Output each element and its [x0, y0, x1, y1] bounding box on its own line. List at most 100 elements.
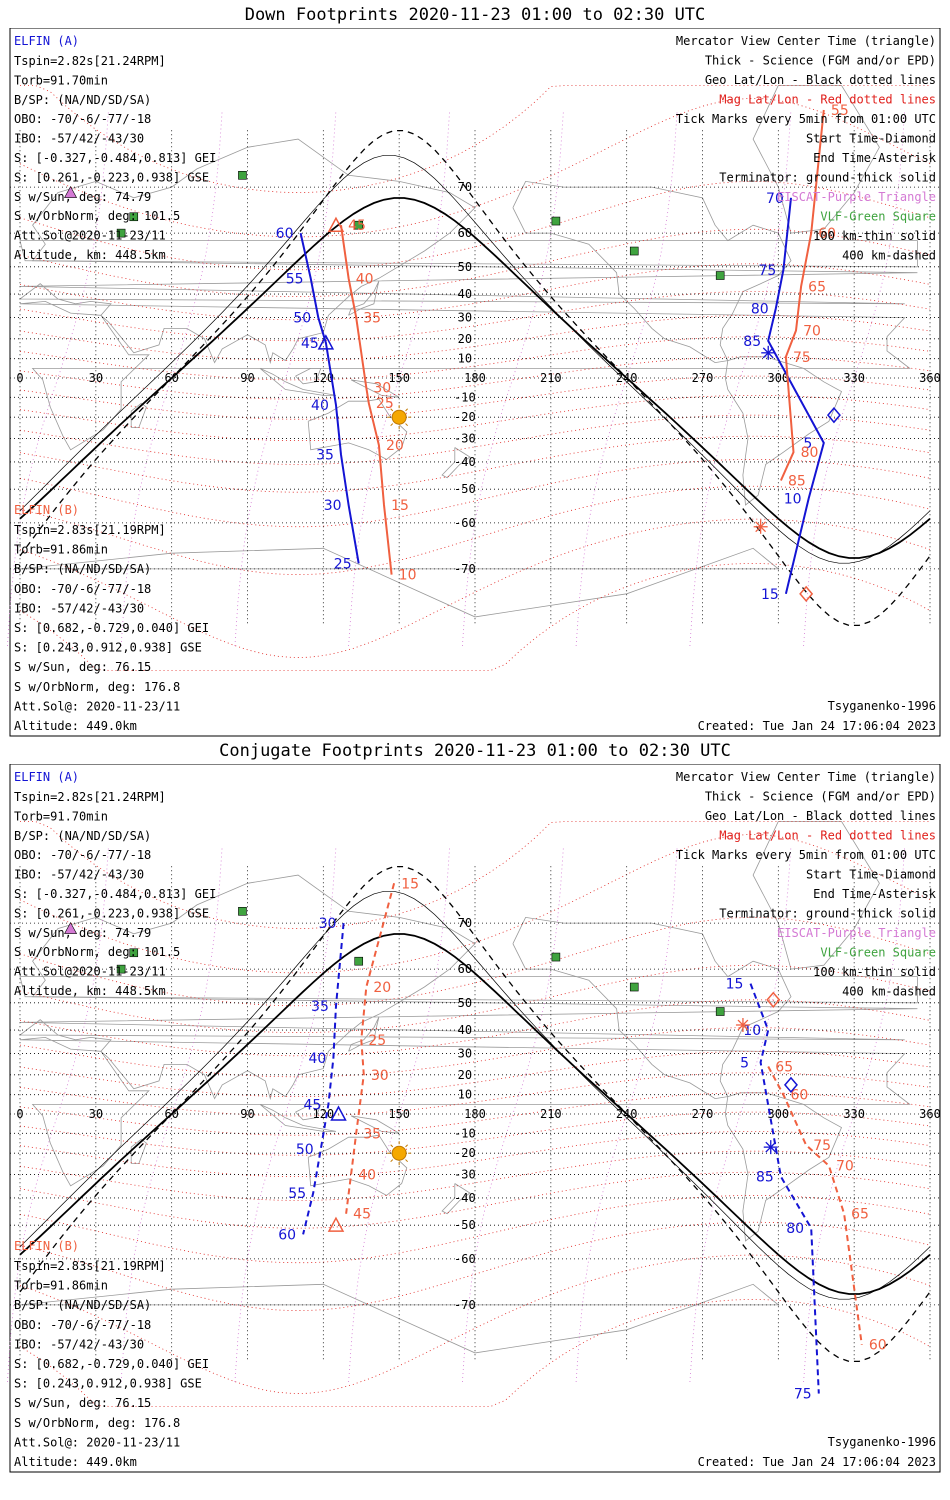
vlf-station-square: [116, 228, 126, 238]
coastline: [259, 1104, 337, 1132]
tick-label: 70: [803, 324, 821, 340]
elfin-a-track-east: [749, 983, 820, 1394]
tick-label: 60: [869, 1338, 887, 1354]
lon-tick-label: 0: [16, 1107, 23, 1121]
elfin-b-info-line: OBO: -70/-6/-77/-18: [14, 1318, 151, 1332]
tick-label: 60: [278, 1227, 296, 1243]
terminator-400km: [19, 129, 931, 627]
elfin-b-info-line: Att.Sol@: 2020-11-23/11: [14, 699, 180, 713]
tick-label: 75: [794, 1387, 812, 1403]
tick-label: 25: [334, 556, 352, 572]
vlf-station-square: [238, 906, 247, 916]
vlf-station-square: [629, 246, 639, 256]
tick-label: 40: [311, 398, 329, 414]
lat-tick-label: -50: [454, 482, 476, 496]
tick-label: 15: [391, 498, 409, 514]
lat-tick-label: 60: [458, 226, 472, 240]
elfin-b-track-west: [340, 225, 393, 575]
coastline: [259, 368, 337, 396]
elfin-b-track-east-labels: 55 60 65 70 75 80 85: [788, 103, 849, 489]
sun-ray: [390, 408, 394, 412]
elfin-b-name: ELFIN (B): [14, 1239, 79, 1253]
coastline: [19, 240, 918, 268]
tick-label: 55: [288, 1186, 306, 1202]
vlf-station-square: [354, 956, 364, 966]
mag-meridian: [7, 109, 109, 647]
elfin-b-info-line: IBO: -57/42/-43/30: [14, 601, 144, 615]
asterisk-stroke: [737, 1019, 749, 1031]
mag-lat-line: [19, 98, 931, 238]
tick-label: 25: [376, 396, 394, 412]
lon-tick-label: 150: [388, 1107, 410, 1121]
lat-tick-label: 40: [458, 1023, 472, 1037]
lat-tick-label: -10: [454, 1126, 476, 1140]
tick-label: 70: [836, 1159, 854, 1175]
lat-tick-label: -50: [454, 1218, 476, 1232]
eiscat-triangle: [64, 185, 78, 198]
down-footprints-map: 0 30 60 90 120 150 180 210 240 270 300 330 360706050…: [7, 28, 941, 737]
legend-entry: Geo Lat/Lon - Black dotted lines: [705, 73, 936, 87]
elfin-b-info-line: Torb=91.86min: [14, 1279, 108, 1293]
elfin-b-info-line: S w/OrbNorm, deg: 176.8: [14, 1416, 180, 1430]
mag-lat-line: [19, 414, 931, 465]
tick-label: 75: [758, 263, 776, 279]
elfin-a-info-line: Altitude, km: 448.5km: [14, 248, 166, 262]
coastline: [19, 300, 911, 451]
lon-tick-label: 30: [89, 1107, 103, 1121]
elfin-a-info-line: OBO: -70/-6/-77/-18: [14, 848, 151, 862]
legend-entry: Start Time-Diamond: [806, 868, 936, 882]
terminator-100km: [19, 154, 931, 564]
lon-tick-label: 270: [692, 371, 714, 385]
lon-tick-label: 300: [767, 371, 789, 385]
elfin-b-start-diamond: [799, 585, 814, 603]
lon-tick-label: 150: [388, 371, 410, 385]
mag-meridian: [575, 109, 678, 647]
conjugate-footprints-map: 0 30 60 90 120 150 180 210 240 270 300 330 360706050…: [7, 764, 941, 1473]
tick-label: 35: [363, 311, 381, 327]
legend-entry: VLF-Green Square: [820, 210, 936, 224]
elfin-a-start-diamond: [826, 407, 841, 424]
legend-entry: 100 km-thin solid: [813, 229, 936, 243]
coastline: [19, 976, 918, 1004]
lat-tick-label: 10: [458, 1088, 472, 1102]
elfin-a-info-line: S w/OrbNorm, deg: 101.5: [14, 945, 180, 959]
legend-entry: Geo Lat/Lon - Black dotted lines: [705, 809, 936, 823]
map-frame: [9, 764, 941, 1473]
vlf-station-square: [129, 948, 139, 958]
elfin-b-track-west-labels: 15 20 25 30 35 40 45: [353, 876, 419, 1222]
coastline: [350, 1115, 400, 1134]
mag-lat-line: [19, 562, 931, 671]
tick-label: 80: [786, 1221, 804, 1237]
lat-tick-label: -30: [454, 431, 476, 445]
vlf-station-square: [715, 271, 725, 280]
elfin-a-track-west-labels: 30 35 40 45 50 55 60: [278, 916, 336, 1243]
geo-latlon-grid: [10, 130, 940, 626]
vlf-station-square: [629, 982, 639, 992]
lat-tick-label: -20: [454, 410, 476, 424]
tick-label: 30: [319, 916, 337, 932]
elfin-b-track-west: [345, 883, 396, 1214]
tick-label: 15: [401, 876, 419, 892]
legend-entry: EISCAT-Purple Triangle: [777, 190, 936, 204]
coastline: [295, 1104, 322, 1121]
elfin-a-info-line: B/SP: (NA/ND/SD/SA): [14, 829, 151, 843]
elfin-b-info-line: Altitude: 449.0km: [14, 1455, 137, 1469]
model-name: Tsyganenko-1996: [828, 699, 936, 713]
mag-meridian: [575, 845, 678, 1383]
mag-meridian: [120, 845, 223, 1383]
elfin-a-info-line: S w/Sun, deg: 74.79: [14, 926, 151, 940]
legend-entry: Mercator View Center Time (triangle): [676, 770, 936, 784]
mag-lat-line: [19, 834, 931, 974]
legend-entry: Start Time-Diamond: [806, 132, 936, 146]
legend-entry: 400 km-dashed: [842, 249, 936, 263]
vlf-station-square: [551, 952, 561, 962]
lat-tick-label: -60: [454, 516, 476, 530]
lon-tick-label: 360: [919, 1107, 941, 1121]
sun-ray: [390, 1144, 394, 1148]
coastline: [307, 398, 408, 460]
elfin-b-info: ELFIN (B) Tspin=2.83s[21.19RPM] Torb=91.86…: [14, 503, 209, 733]
lat-tick-label: -40: [454, 1191, 476, 1205]
mag-meridian: [348, 109, 451, 647]
